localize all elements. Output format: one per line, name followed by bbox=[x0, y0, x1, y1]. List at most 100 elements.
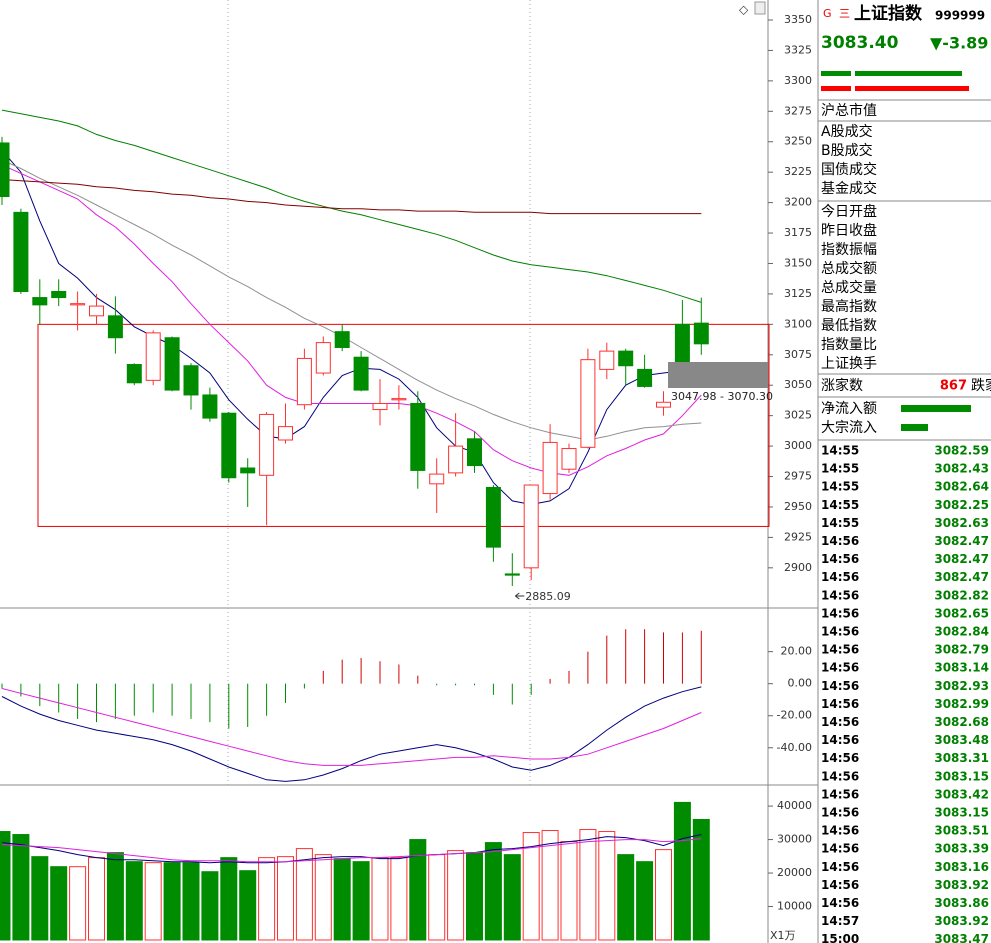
icon[interactable]: 三 bbox=[839, 7, 850, 20]
candle-body bbox=[51, 290, 67, 299]
bar bbox=[821, 71, 851, 76]
volume-bar bbox=[673, 801, 691, 941]
field-label: 指数量比 bbox=[821, 337, 877, 353]
tick-price: 3083.15 bbox=[934, 769, 989, 783]
candle-body bbox=[32, 297, 48, 306]
scroll-button[interactable] bbox=[754, 1, 766, 15]
range-label: 3047.98 - 3070.30 bbox=[671, 390, 773, 403]
advancers-label: 涨家数 bbox=[821, 377, 863, 394]
field-label: 国债成交 bbox=[821, 161, 877, 178]
volume-bar bbox=[484, 842, 502, 941]
y-tick-label: 10000 bbox=[777, 900, 812, 913]
volume-bar bbox=[598, 831, 616, 941]
field-label: B股成交 bbox=[821, 142, 873, 159]
tick-time: 14:56 bbox=[821, 751, 859, 765]
candle-body bbox=[353, 356, 369, 391]
y-tick-label: 40000 bbox=[777, 799, 812, 812]
low-label: 2885.09 bbox=[525, 590, 571, 603]
volume-bar bbox=[69, 866, 87, 941]
tick-price: 3083.42 bbox=[934, 787, 989, 801]
tick-time: 14:56 bbox=[821, 842, 859, 856]
bar bbox=[855, 71, 962, 76]
tick-time: 14:56 bbox=[821, 824, 859, 838]
candle-body bbox=[126, 364, 142, 384]
candle-body bbox=[296, 357, 312, 406]
y-tick-label: 3100 bbox=[784, 317, 812, 330]
tick-price: 3083.51 bbox=[934, 824, 989, 838]
candle-body bbox=[391, 398, 407, 401]
candle-body bbox=[599, 350, 615, 370]
icon[interactable]: G bbox=[823, 7, 832, 20]
tick-price: 3083.48 bbox=[934, 733, 989, 747]
candle-body bbox=[448, 445, 464, 474]
tick-time: 14:55 bbox=[821, 498, 859, 512]
field-label: 沪总市值 bbox=[821, 102, 877, 119]
y-tick-label: 30000 bbox=[777, 833, 812, 846]
candle-body bbox=[13, 211, 29, 292]
tick-price: 3082.82 bbox=[934, 588, 989, 602]
volume-bar bbox=[541, 830, 559, 941]
candle-body bbox=[429, 473, 445, 485]
y-tick-label: 20000 bbox=[777, 866, 812, 879]
candle-body bbox=[542, 441, 558, 495]
y-tick-label: 20.00 bbox=[781, 645, 813, 658]
field-label: 最高指数 bbox=[821, 298, 877, 315]
candle-body bbox=[240, 467, 256, 474]
tick-price: 3083.86 bbox=[934, 896, 989, 910]
candle-body bbox=[221, 412, 237, 479]
ma-line bbox=[1, 686, 702, 782]
tick-time: 14:56 bbox=[821, 625, 859, 639]
candle-body bbox=[334, 331, 350, 348]
ma-line bbox=[1, 834, 702, 864]
index-name: 上证指数 bbox=[854, 3, 923, 24]
candle-body bbox=[164, 337, 180, 391]
y-tick-label: 3150 bbox=[784, 256, 812, 269]
tick-time: 14:57 bbox=[821, 914, 859, 928]
candle-body bbox=[183, 365, 199, 396]
volume-bar bbox=[409, 839, 427, 941]
tick-time: 14:56 bbox=[821, 606, 859, 620]
ma-line bbox=[1, 179, 702, 215]
tick-time: 14:56 bbox=[821, 643, 859, 657]
tick-price: 3083.14 bbox=[934, 661, 989, 675]
last-price: 3083.40 bbox=[821, 33, 899, 53]
tick-price: 3082.99 bbox=[934, 697, 989, 711]
diamond-icon[interactable]: ◇ bbox=[739, 3, 749, 17]
index-code: 999999 bbox=[935, 9, 985, 23]
y-tick-label: 3125 bbox=[784, 287, 812, 300]
volume-bar bbox=[31, 856, 49, 941]
field-label: 今日开盘 bbox=[821, 203, 877, 220]
advancers-count: 867 bbox=[940, 379, 967, 394]
volume-bar bbox=[314, 854, 332, 941]
tick-price: 3082.64 bbox=[934, 480, 989, 494]
volume-bar bbox=[428, 854, 446, 941]
quote-panel: G 三 上证指数 999999 3083.40 ▼-3.89 涨家数 867 跌… bbox=[818, 3, 991, 943]
field-label: 昨日收盘 bbox=[821, 222, 877, 239]
candle-body bbox=[259, 413, 275, 476]
tick-price: 3082.84 bbox=[934, 625, 989, 639]
y-tick-label: 3200 bbox=[784, 196, 812, 209]
tick-price: 3082.47 bbox=[934, 570, 989, 584]
volume-bar bbox=[352, 861, 370, 941]
volume-bar bbox=[163, 862, 181, 941]
tick-price: 3082.93 bbox=[934, 679, 989, 693]
field-label: 总成交额 bbox=[821, 260, 877, 277]
tick-time: 14:55 bbox=[821, 516, 859, 530]
tick-price: 3082.43 bbox=[934, 462, 989, 476]
tick-time: 14:56 bbox=[821, 860, 859, 874]
volume-bar bbox=[50, 866, 68, 941]
candle-body bbox=[410, 402, 426, 471]
volume-bar bbox=[333, 858, 351, 941]
y-tick-label: -40.00 bbox=[777, 741, 812, 754]
range-label-bg bbox=[668, 362, 768, 388]
candle-body bbox=[693, 322, 709, 345]
volume-bar bbox=[0, 831, 11, 941]
candle-body bbox=[656, 401, 671, 408]
field-label: 基金成交 bbox=[821, 180, 877, 197]
tick-price: 3082.47 bbox=[934, 552, 989, 566]
tick-time: 14:56 bbox=[821, 534, 859, 548]
flow-label: 大宗流入 bbox=[821, 420, 877, 436]
tick-time: 14:56 bbox=[821, 896, 859, 910]
